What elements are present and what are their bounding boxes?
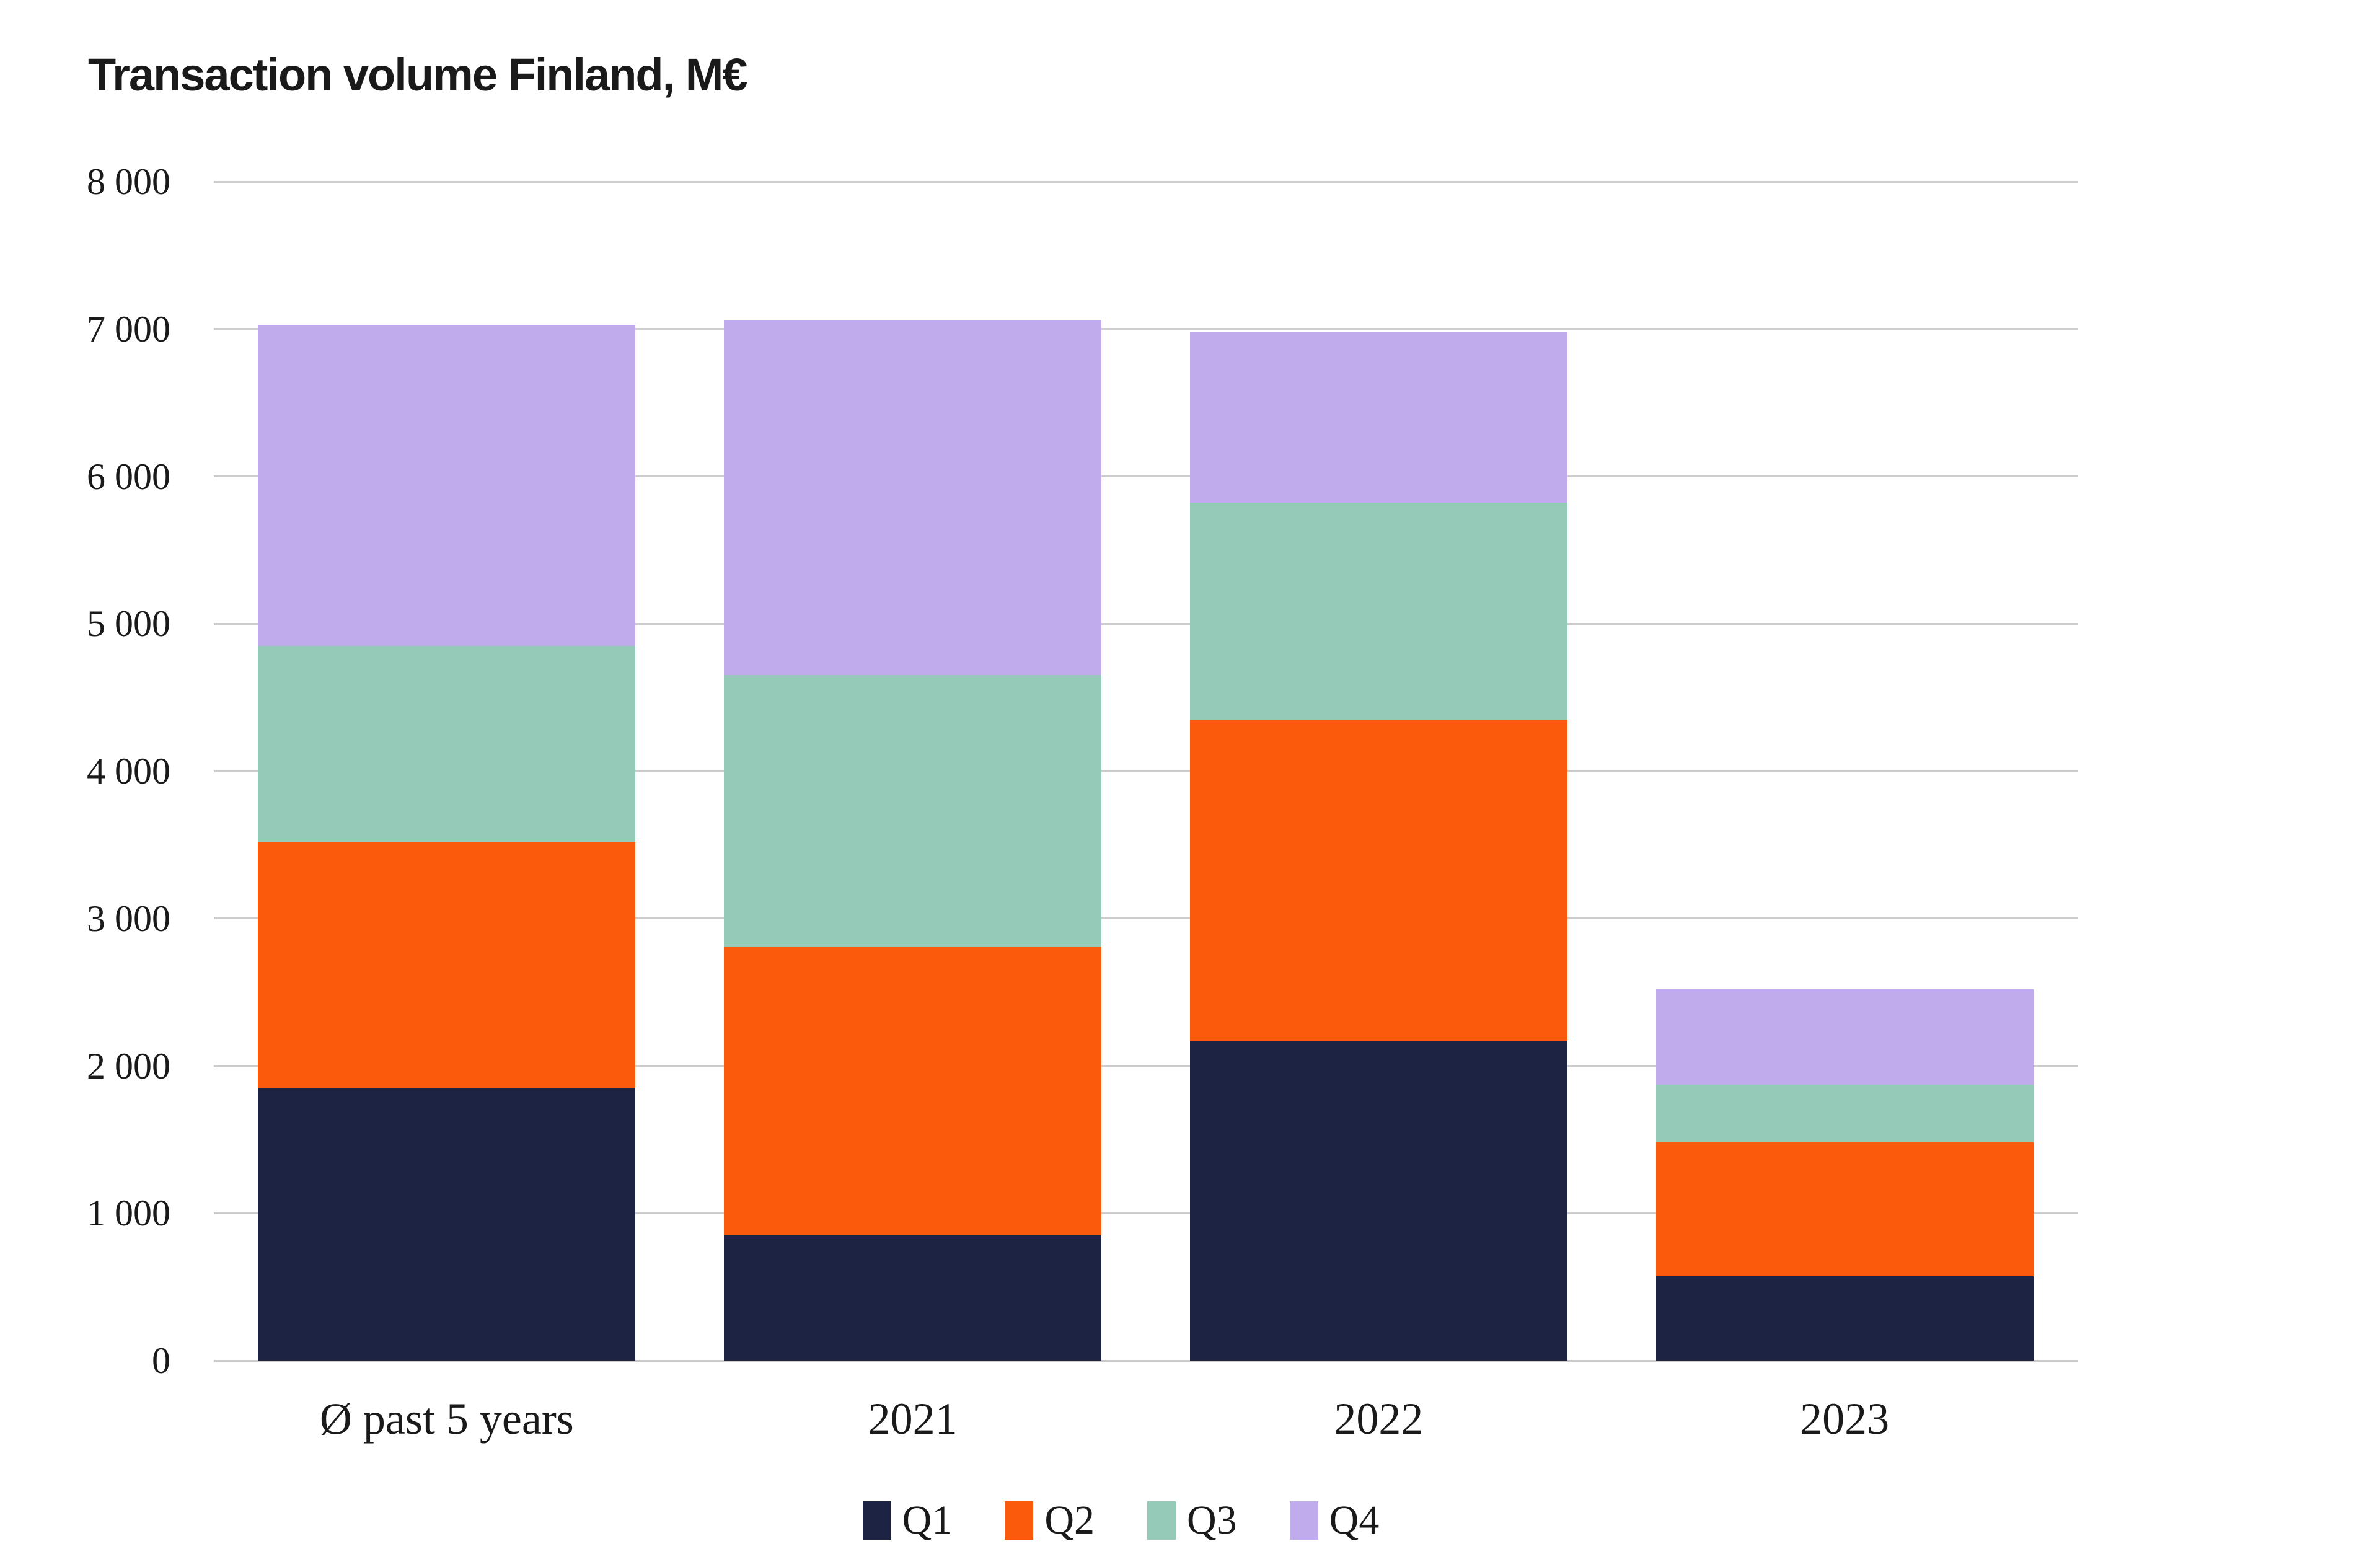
- x-axis-label-1: 2021: [868, 1394, 958, 1444]
- bar-segment-q1-cat2: [1189, 1041, 1567, 1361]
- legend-item-q3: Q3: [1147, 1500, 1237, 1541]
- gridline-7000: [214, 328, 2078, 330]
- legend-swatch-q2: [1005, 1501, 1034, 1540]
- y-tick-label-5000: 5 000: [87, 603, 170, 645]
- bar-slot-3: [1611, 182, 2078, 1361]
- bar-segment-q1-cat0: [258, 1088, 636, 1361]
- legend: Q1 Q2 Q3 Q4: [189, 1500, 2053, 1541]
- legend-swatch-q3: [1147, 1501, 1176, 1540]
- gridline-6000: [214, 475, 2078, 477]
- y-tick-label-2000: 2 000: [87, 1045, 170, 1087]
- gridline-2000: [214, 1065, 2078, 1067]
- y-tick-label-6000: 6 000: [87, 456, 170, 497]
- gridline-1000: [214, 1212, 2078, 1214]
- bar-segment-q2-cat3: [1655, 1142, 2034, 1277]
- bar-segment-q4-cat2: [1189, 332, 1567, 503]
- y-tick-label-4000: 4 000: [87, 751, 170, 792]
- bar-segment-q1-cat1: [724, 1235, 1102, 1361]
- bar-segment-q2-cat2: [1189, 719, 1567, 1041]
- y-tick-label-0: 0: [152, 1340, 170, 1381]
- gridline-8000: [214, 180, 2078, 183]
- y-tick-label-1000: 1 000: [87, 1193, 170, 1234]
- x-axis-label-2: 2022: [1334, 1394, 1424, 1444]
- chart-title: Transaction volume Finland, M€: [88, 49, 748, 100]
- legend-label-q1: Q1: [902, 1498, 953, 1543]
- bar-segment-q2-cat1: [724, 946, 1102, 1235]
- x-axis-label-0: Ø past 5 years: [319, 1394, 574, 1444]
- y-tick-label-3000: 3 000: [87, 898, 170, 939]
- bar-segment-q1-cat3: [1655, 1276, 2034, 1361]
- legend-swatch-q4: [1289, 1501, 1318, 1540]
- y-tick-label-7000: 7 000: [87, 308, 170, 350]
- stacked-bar-2: [1189, 182, 1567, 1361]
- stacked-bar-1: [724, 182, 1102, 1361]
- legend-item-q2: Q2: [1005, 1500, 1095, 1541]
- gridline-3000: [214, 917, 2078, 920]
- bar-slot-2: [1146, 182, 1612, 1361]
- bar-slot-0: [214, 182, 680, 1361]
- legend-label-q2: Q2: [1044, 1498, 1095, 1543]
- bar-segment-q3-cat3: [1655, 1085, 2034, 1143]
- bar-segment-q4-cat1: [724, 320, 1102, 676]
- bar-segment-q4-cat0: [258, 324, 636, 646]
- bar-segment-q3-cat2: [1189, 503, 1567, 720]
- stacked-bar-0: [258, 182, 636, 1361]
- bar-segment-q3-cat0: [258, 645, 636, 842]
- bar-segment-q4-cat3: [1655, 989, 2034, 1085]
- legend-swatch-q1: [862, 1501, 891, 1540]
- plot-area: 0 1 000 2 000 3 000 4 000 5 000 6 000 7 000 8 00…: [87, 163, 2078, 1379]
- bar-segment-q3-cat1: [724, 675, 1102, 947]
- legend-label-q4: Q4: [1329, 1498, 1380, 1543]
- stacked-bar-3: [1655, 182, 2034, 1361]
- legend-label-q3: Q3: [1187, 1498, 1237, 1543]
- bar-slot-1: [680, 182, 1146, 1361]
- gridline-0: [214, 1359, 2078, 1362]
- x-axis-labels: Ø past 5 years 2021 2022 2023: [214, 1393, 2078, 1445]
- gridline-5000: [214, 622, 2078, 625]
- legend-item-q1: Q1: [862, 1498, 953, 1543]
- y-tick-label-8000: 8 000: [87, 161, 170, 202]
- legend-item-q4: Q4: [1289, 1498, 1380, 1543]
- bar-segment-q2-cat0: [258, 842, 636, 1088]
- x-axis-label-3: 2023: [1800, 1394, 1890, 1444]
- gridline-4000: [214, 770, 2078, 772]
